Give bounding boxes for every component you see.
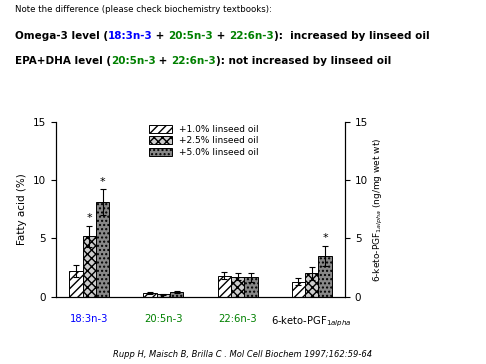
Text: +: + <box>153 31 169 41</box>
Text: 22:6n-3: 22:6n-3 <box>172 56 216 66</box>
Bar <box>156 294 170 297</box>
Text: ): not increased by linseed oil: ): not increased by linseed oil <box>216 56 391 66</box>
Legend: +1.0% linseed oil, +2.5% linseed oil, +5.0% linseed oil: +1.0% linseed oil, +2.5% linseed oil, +5… <box>147 123 260 158</box>
Text: 18:3n-3: 18:3n-3 <box>108 31 153 41</box>
Text: *: * <box>100 177 105 187</box>
Text: Omega-3 level (: Omega-3 level ( <box>15 31 108 41</box>
Text: Note the difference (please check biochemistry textbooks):: Note the difference (please check bioche… <box>15 5 272 15</box>
Text: EPA+DHA level (: EPA+DHA level ( <box>15 56 111 66</box>
Text: 20:5n-3: 20:5n-3 <box>169 31 213 41</box>
Text: +: + <box>213 31 229 41</box>
Text: *: * <box>322 233 328 243</box>
Y-axis label: Fatty acid (%): Fatty acid (%) <box>17 173 27 245</box>
Text: Rupp H, Maisch B, Brilla C . Mol Cell Biochem 1997;162:59-64: Rupp H, Maisch B, Brilla C . Mol Cell Bi… <box>113 349 373 359</box>
Bar <box>318 256 332 297</box>
Text: 20:5n-3: 20:5n-3 <box>144 314 183 324</box>
Text: 18:3n-3: 18:3n-3 <box>70 314 108 324</box>
Bar <box>231 277 244 297</box>
Text: 6-keto-PGF$_{1alpha}$: 6-keto-PGF$_{1alpha}$ <box>271 314 352 329</box>
Bar <box>218 276 231 297</box>
Text: 22:6n-3: 22:6n-3 <box>229 31 274 41</box>
Bar <box>244 277 258 297</box>
Text: 20:5n-3: 20:5n-3 <box>111 56 156 66</box>
Bar <box>170 292 183 297</box>
Bar <box>305 273 318 297</box>
Bar <box>69 271 83 297</box>
Bar <box>96 202 109 297</box>
Text: *: * <box>87 213 92 223</box>
Text: 22:6n-3: 22:6n-3 <box>218 314 257 324</box>
Y-axis label: 6-keto-PGF$_{1alpha}$ (ng/mg wet wt): 6-keto-PGF$_{1alpha}$ (ng/mg wet wt) <box>372 137 385 281</box>
Bar <box>292 281 305 297</box>
Text: ):  increased by linseed oil: ): increased by linseed oil <box>274 31 430 41</box>
Bar <box>143 293 156 297</box>
Bar <box>83 236 96 297</box>
Text: +: + <box>156 56 172 66</box>
